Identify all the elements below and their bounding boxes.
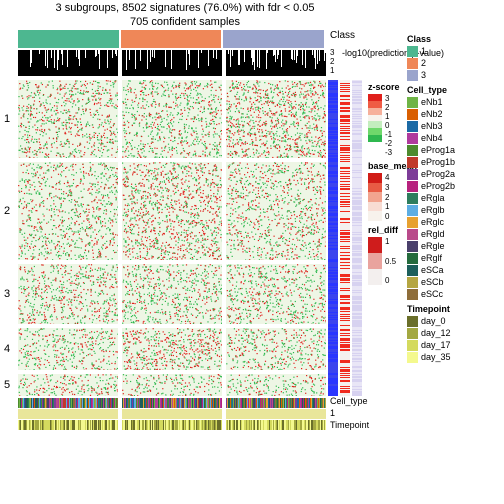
legend-item: 2 [407, 58, 502, 69]
legend-item: eRgla [407, 193, 502, 204]
legend-item: eNb4 [407, 133, 502, 144]
bottom-label-timepoint: Timepoint [330, 420, 369, 430]
legend-item: eRgle [407, 241, 502, 252]
legend-item: eProg2a [407, 169, 502, 180]
row-group-label: 4 [4, 343, 10, 355]
legend-item: eNb3 [407, 121, 502, 132]
legend-item: eNb1 [407, 97, 502, 108]
row-group-label: 1 [4, 113, 10, 125]
side-annotation-tracks [328, 80, 364, 396]
row-group-label: 3 [4, 288, 10, 300]
barcode-ticks: 3 2 1 [330, 48, 334, 75]
legend-item: day_35 [407, 352, 502, 363]
heatmap [18, 80, 326, 396]
legend-item: day_17 [407, 340, 502, 351]
legend-item: 1 [407, 46, 502, 57]
bottom-label-1: 1 [330, 408, 335, 418]
legend-item: eRglb [407, 205, 502, 216]
legend-title: Timepoint [407, 304, 502, 315]
bottom-label-celltype: Cell_type [330, 396, 368, 406]
legend-item: eSCc [407, 289, 502, 300]
legend-item: eRgld [407, 229, 502, 240]
prediction-barcode [18, 50, 326, 76]
legend-item: eProg1a [407, 145, 502, 156]
right-legends: Class123 Cell_typeeNb1eNb2eNb3eNb4eProg1a… [407, 30, 502, 364]
legend-item: eProg2b [407, 181, 502, 192]
legend-item: day_0 [407, 316, 502, 327]
bottom-annotation-tracks [18, 398, 326, 430]
chart-subtitle: 705 confident samples [0, 16, 370, 28]
legend-item: day_12 [407, 328, 502, 339]
legend-item: eSCa [407, 265, 502, 276]
legend-title: Class [407, 34, 502, 45]
legend-item: eProg1b [407, 157, 502, 168]
chart-title: 3 subgroups, 8502 signatures (76.0%) wit… [0, 2, 370, 14]
legend-item: eRglf [407, 253, 502, 264]
legend-title: Cell_type [407, 85, 502, 96]
row-group-label: 5 [4, 379, 10, 391]
legend-item: eSCb [407, 277, 502, 288]
class-track-label: Class [330, 30, 355, 41]
class-track [18, 30, 326, 48]
row-group-label: 2 [4, 205, 10, 217]
legend-item: 3 [407, 70, 502, 81]
legend-item: eRglc [407, 217, 502, 228]
legend-item: eNb2 [407, 109, 502, 120]
